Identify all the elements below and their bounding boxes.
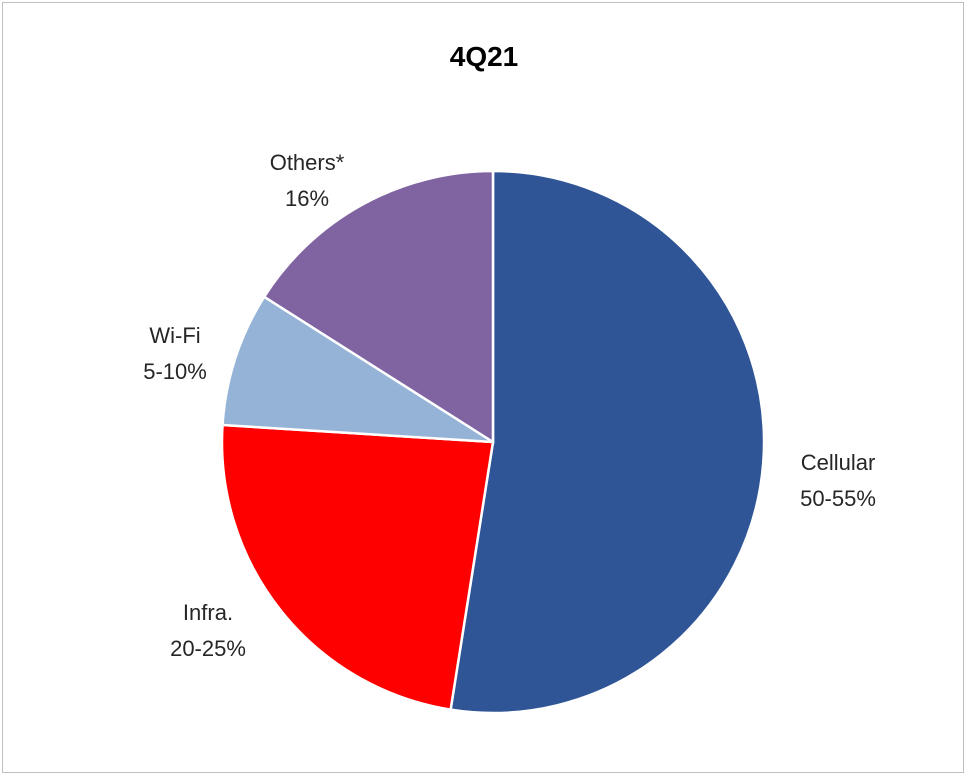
slice-category-name: Cellular [801, 450, 876, 475]
pie-slice-others [262, 169, 495, 445]
slice-percent-label: 5-10% [143, 359, 207, 384]
chart-title: 4Q21 [450, 41, 519, 72]
pie-slice-cellular [449, 169, 766, 715]
slice-percent-label: 50-55% [800, 486, 876, 511]
slice-percent-label: 20-25% [170, 636, 246, 661]
slice-category-name: Infra. [183, 600, 233, 625]
slice-label-infra: Infra. 20-25% [170, 600, 246, 661]
slice-category-name: Wi-Fi [149, 323, 200, 348]
slice-label-cellular: Cellular 50-55% [800, 450, 876, 511]
pie-slice-infra [220, 423, 495, 712]
slice-percent-label: 16% [285, 186, 329, 211]
slice-labels: Cellular 50-55% Infra. 20-25% Wi-Fi 5-10% Othe… [143, 150, 876, 661]
pie-slices [220, 169, 766, 715]
pie-slice-wi-fi [221, 295, 494, 444]
slice-label-others: Others* 16% [270, 150, 345, 211]
slice-label-wi-fi: Wi-Fi 5-10% [143, 323, 207, 384]
slice-category-name: Others* [270, 150, 345, 175]
